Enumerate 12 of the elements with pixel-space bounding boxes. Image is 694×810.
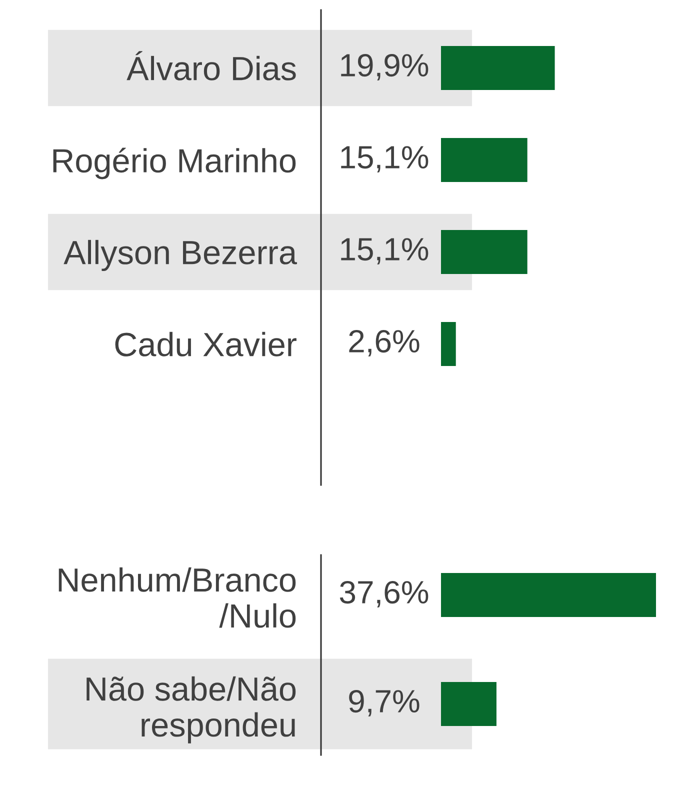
data-label: 2,6% xyxy=(349,330,420,356)
data-label: 9,7% xyxy=(349,690,420,716)
y-tick-label: Não sabe/Não respondeu xyxy=(86,676,296,744)
data-label: 15,1% xyxy=(341,146,428,172)
y-tick-label: Rogério Marinho xyxy=(53,148,296,180)
y-tick-label: Cadu Xavier xyxy=(115,332,296,356)
data-label: 15,1% xyxy=(341,238,428,264)
data-label: 19,9% xyxy=(341,54,428,80)
y-tick-label: Nenhum/Branco /Nulo xyxy=(58,567,296,628)
y-tick-label: Álvaro Dias xyxy=(126,51,296,80)
data-label: 37,6% xyxy=(340,580,428,608)
y-tick-label: Allyson Bezerra xyxy=(64,240,298,271)
